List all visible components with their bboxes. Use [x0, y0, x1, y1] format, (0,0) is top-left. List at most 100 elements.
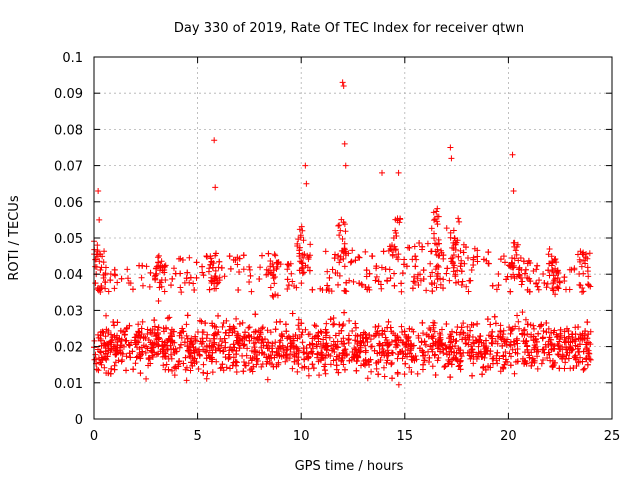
data-point — [200, 329, 207, 336]
data-point — [155, 252, 162, 259]
data-point — [165, 355, 172, 362]
data-point — [336, 222, 343, 229]
data-point — [189, 354, 196, 361]
data-point — [398, 280, 405, 287]
chart-title: Day 330 of 2019, Rate Of TEC Index for r… — [174, 21, 524, 36]
data-point — [240, 252, 247, 259]
data-point — [430, 322, 437, 329]
data-point — [414, 370, 421, 377]
data-point — [118, 275, 125, 282]
data-point — [339, 350, 346, 357]
data-point — [574, 343, 581, 350]
data-point — [187, 367, 194, 374]
data-point — [192, 337, 199, 344]
data-point — [426, 354, 433, 361]
data-point — [318, 345, 325, 352]
data-point — [193, 358, 200, 365]
data-point — [540, 357, 547, 364]
data-point — [347, 259, 354, 266]
x-tick-label: 20 — [500, 429, 517, 444]
data-point — [296, 250, 303, 257]
data-point — [363, 273, 370, 280]
data-point — [379, 169, 386, 176]
data-point — [271, 251, 278, 258]
data-point — [443, 270, 450, 277]
data-point — [155, 336, 162, 343]
data-point — [97, 349, 104, 356]
data-point — [327, 361, 334, 368]
data-point — [348, 258, 355, 265]
data-point — [126, 322, 133, 329]
data-point — [516, 325, 523, 332]
data-point — [294, 357, 301, 364]
y-tick-label: 0.03 — [54, 304, 83, 319]
data-point — [253, 361, 260, 368]
y-tick-label: 0.1 — [62, 51, 83, 66]
data-point — [488, 339, 495, 346]
data-point — [97, 329, 104, 336]
data-point — [503, 276, 510, 283]
data-point — [524, 260, 531, 267]
data-point — [149, 354, 156, 361]
data-point — [254, 334, 261, 341]
data-point — [278, 332, 285, 339]
data-point — [151, 317, 158, 324]
data-point — [162, 350, 169, 357]
data-point — [548, 253, 555, 260]
data-point — [168, 333, 175, 340]
data-point — [102, 285, 109, 292]
data-point — [327, 316, 334, 323]
data-point — [323, 332, 330, 339]
data-point — [203, 349, 210, 356]
data-point — [187, 274, 194, 281]
data-point — [209, 349, 216, 356]
data-point — [473, 355, 480, 362]
data-point — [164, 315, 171, 322]
data-point — [234, 261, 241, 268]
data-point — [550, 272, 557, 279]
data-point — [111, 332, 118, 339]
data-point — [329, 266, 336, 273]
data-point — [555, 352, 562, 359]
data-point — [136, 329, 143, 336]
data-point — [377, 341, 384, 348]
data-point — [521, 326, 528, 333]
data-point — [230, 359, 237, 366]
data-point — [443, 351, 450, 358]
data-point — [561, 365, 568, 372]
data-point — [508, 264, 515, 271]
x-axis-label: GPS time / hours — [295, 459, 404, 474]
data-point — [97, 337, 104, 344]
data-point — [220, 348, 227, 355]
data-point — [569, 331, 576, 338]
data-point — [108, 339, 115, 346]
data-point — [515, 318, 522, 325]
data-point — [341, 309, 348, 316]
data-point — [271, 280, 278, 287]
data-point — [340, 349, 347, 356]
data-point — [459, 278, 466, 285]
data-point — [204, 253, 211, 260]
data-point — [556, 346, 563, 353]
data-point — [460, 249, 467, 256]
data-point — [259, 325, 266, 332]
data-point — [98, 264, 105, 271]
data-point — [323, 329, 330, 336]
data-point — [177, 284, 184, 291]
data-point — [233, 347, 240, 354]
data-point — [373, 360, 380, 367]
data-point — [302, 162, 309, 169]
data-point — [139, 318, 146, 325]
data-point — [179, 256, 186, 263]
data-point — [387, 324, 394, 331]
data-point — [163, 361, 170, 368]
data-point — [199, 269, 206, 276]
data-point — [490, 360, 497, 367]
data-point — [248, 288, 255, 295]
data-point — [464, 332, 471, 339]
data-point — [467, 327, 474, 334]
data-point — [434, 345, 441, 352]
data-point — [350, 278, 357, 285]
data-point — [552, 256, 559, 263]
y-tick-label: 0.05 — [54, 232, 83, 247]
